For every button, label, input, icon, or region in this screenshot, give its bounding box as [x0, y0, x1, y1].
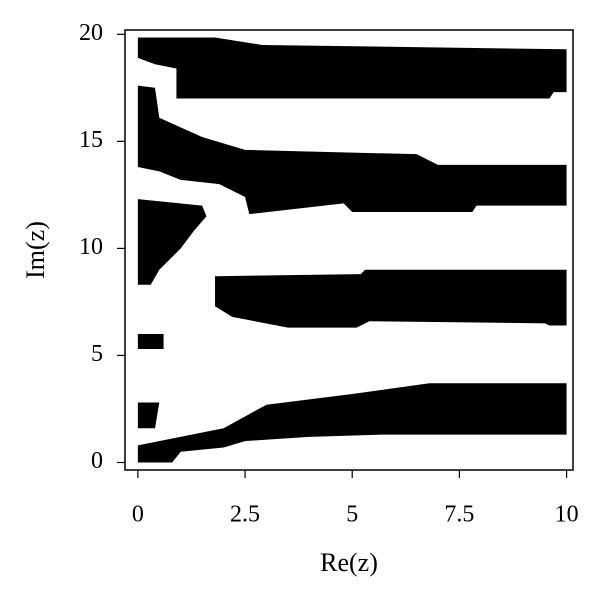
plot-frame [124, 29, 574, 471]
y-tick-label: 5 [91, 341, 103, 367]
y-tick-label: 15 [79, 127, 103, 153]
x-tick-label: 7.5 [444, 502, 474, 528]
region [137, 383, 567, 463]
region [137, 402, 160, 429]
y-tick-label: 20 [79, 20, 103, 46]
x-axis-title: Re(z) [320, 548, 378, 577]
region [137, 334, 164, 350]
region [215, 269, 567, 328]
y-tick-label: 0 [91, 448, 103, 474]
x-tick-label: 2.5 [230, 502, 260, 528]
x-tick-label: 0 [132, 502, 144, 528]
region [137, 199, 207, 285]
region [137, 37, 567, 99]
x-tick-label: 10 [555, 502, 579, 528]
x-tick-label: 5 [346, 502, 358, 528]
region [137, 85, 567, 215]
y-tick-label: 10 [79, 234, 103, 260]
y-axis-title: Im(z) [21, 221, 50, 279]
